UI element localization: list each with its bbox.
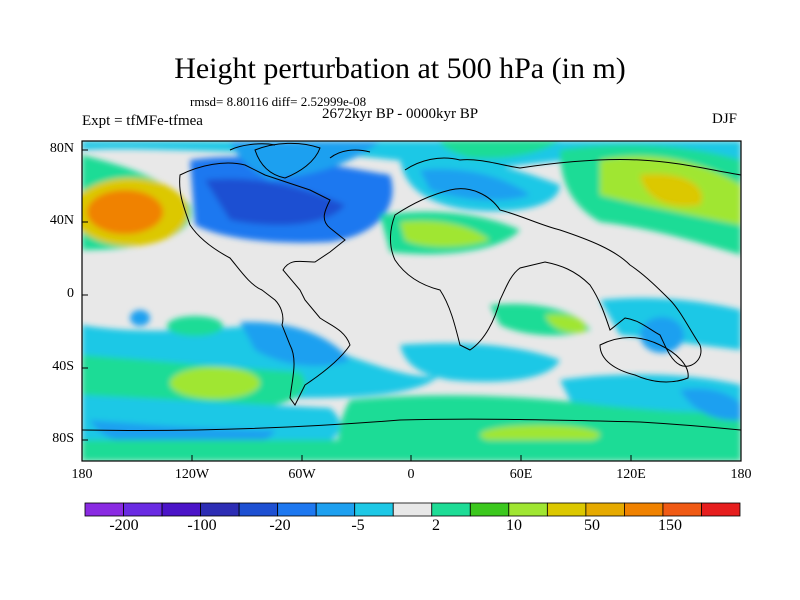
lon-label-120w: 120W — [174, 467, 210, 482]
colorbar-swatch — [662, 502, 702, 517]
colorbar-swatch — [200, 502, 240, 517]
plot-title: Height perturbation at 500 hPa (in m) — [174, 52, 626, 85]
experiment-label: Expt = tfMFe-tfmea — [82, 113, 203, 129]
colorbar — [84, 502, 741, 517]
lon-label-60e: 60E — [509, 467, 533, 482]
axis-ticks — [82, 149, 632, 461]
colorbar-label: 2 — [432, 517, 440, 534]
lon-label-180e: 180 — [730, 467, 752, 482]
season-label: DJF — [712, 111, 738, 127]
lon-label-120e: 120E — [616, 467, 646, 482]
colorbar-swatch — [277, 502, 317, 517]
colorbar-label: 10 — [506, 517, 522, 534]
colorbar-swatch — [161, 502, 201, 517]
colorbar-swatch — [431, 502, 471, 517]
lon-label-0: 0 — [407, 467, 415, 482]
height-field — [82, 141, 741, 461]
colorbar-label: -200 — [109, 517, 139, 534]
colorbar-label: 50 — [584, 517, 600, 534]
colorbar-swatch — [624, 502, 664, 517]
colorbar-label: -100 — [187, 517, 217, 534]
lon-label-60w: 60W — [288, 467, 316, 482]
colorbar-swatch — [508, 502, 548, 517]
colorbar-label: -5 — [351, 517, 365, 534]
lat-label-40n: 40N — [49, 213, 74, 228]
lat-label-40s: 40S — [52, 359, 74, 374]
colorbar-swatch — [546, 502, 587, 517]
colorbar-swatch — [469, 502, 510, 517]
colorbar-swatch — [84, 502, 124, 517]
coastlines — [82, 142, 741, 432]
colorbar-swatch — [315, 502, 356, 517]
colorbar-label: 150 — [658, 517, 682, 534]
period-text: 2672kyr BP - 0000kyr BP — [322, 106, 479, 122]
stats-text: rmsd= 8.80116 diff= 2.52999e-08 — [190, 94, 367, 109]
colorbar-swatch — [354, 502, 394, 517]
colorbar-swatch — [123, 502, 163, 517]
lon-label-180w: 180 — [71, 467, 93, 482]
lat-label-0: 0 — [67, 286, 74, 301]
colorbar-swatch — [392, 502, 433, 517]
lat-label-80s: 80S — [52, 431, 74, 446]
colorbar-swatch — [701, 502, 741, 517]
colorbar-label: -20 — [269, 517, 291, 534]
colorbar-swatch — [585, 502, 625, 517]
colorbar-swatch — [238, 502, 279, 517]
lat-label-80n: 80N — [49, 141, 74, 156]
